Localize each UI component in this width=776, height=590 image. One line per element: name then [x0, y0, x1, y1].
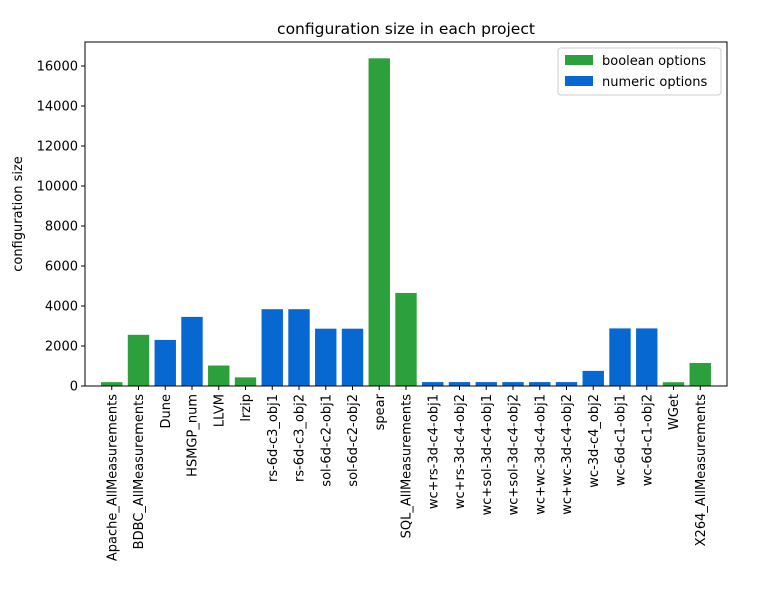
- x-tick-label: LLVM: [212, 394, 227, 427]
- bar-Dune: [154, 339, 176, 386]
- bar-wc-3d-c4_obj2: [582, 370, 604, 386]
- bars-group: [101, 58, 711, 386]
- legend-label: boolean options: [602, 54, 706, 69]
- y-tick-label: 14000: [37, 100, 78, 115]
- x-tick-label: wc+rs-3d-c4-obj2: [453, 394, 468, 509]
- x-tick-label: Apache_AllMeasurements: [105, 394, 120, 561]
- bar-Apache_AllMeasurements: [101, 382, 123, 386]
- bar-wc+rs-3d-c4-obj2: [448, 382, 471, 386]
- bar-LLVM: [208, 365, 230, 386]
- bar-rs-6d-c3_obj2: [288, 309, 310, 386]
- bar-BDBC_AllMeasurements: [127, 334, 150, 386]
- bar-wc-6d-c1-obj2: [636, 328, 658, 386]
- x-tick-label: rs-6d-c3_obj1: [266, 394, 281, 482]
- legend-swatch: [565, 76, 593, 86]
- x-tick-label: BDBC_AllMeasurements: [132, 394, 147, 550]
- y-tick-label: 0: [70, 380, 78, 395]
- chart-title: configuration size in each project: [277, 20, 535, 38]
- bar-wc+wc-3d-c4-obj1: [529, 382, 551, 386]
- legend-swatch: [565, 55, 593, 65]
- plot-area-frame: [84, 41, 728, 387]
- legend-label: numeric options: [602, 75, 707, 90]
- bar-wc+wc-3d-c4-obj2: [555, 382, 578, 386]
- bar-rs-6d-c3_obj1: [261, 309, 283, 386]
- bar-HSMGP_num: [181, 316, 203, 386]
- x-tick-label: Dune: [159, 394, 174, 429]
- legend-box: [557, 47, 722, 96]
- x-tick-label: wc+rs-3d-c4-obj1: [426, 394, 441, 509]
- y-tick-label: 10000: [37, 180, 78, 195]
- bar-wc+sol-3d-c4-obj1: [475, 382, 497, 386]
- bar-sol-6d-c2-obj1: [315, 328, 337, 386]
- x-tick-label: wc-3d-c4_obj2: [587, 394, 602, 488]
- bar-WGet: [662, 382, 685, 386]
- x-tick-label: wc+sol-3d-c4-obj1: [480, 394, 495, 515]
- y-tick-label: 2000: [45, 340, 78, 355]
- x-tick-label: rs-6d-c3_obj2: [293, 394, 308, 482]
- y-axis-label: configuration size: [11, 156, 26, 272]
- x-tick-label: SQL_AllMeasurements: [400, 394, 415, 539]
- bar-spear: [368, 58, 390, 386]
- x-tick-label: wc+wc-3d-c4-obj2: [560, 394, 575, 515]
- x-tick-label: wc-6d-c1-obj1: [614, 394, 629, 486]
- x-tick-label: spear: [373, 393, 388, 430]
- legend: boolean options numeric options: [557, 47, 722, 96]
- bar-SQL_AllMeasurements: [395, 292, 417, 386]
- x-tick-label: X264_AllMeasurements: [694, 394, 709, 547]
- bar-X264_AllMeasurements: [689, 362, 711, 386]
- x-tick-label: WGet: [667, 394, 682, 430]
- bar-wc+rs-3d-c4-obj1: [422, 382, 444, 386]
- y-tick-label: 6000: [45, 260, 78, 275]
- y-tick-label: 16000: [37, 60, 78, 75]
- y-tick-label: 12000: [37, 140, 78, 155]
- x-tick-label: HSMGP_num: [186, 394, 201, 477]
- x-tick-label: lrzip: [239, 394, 254, 422]
- y-axis-ticks: 0 2000 4000 6000 8000 10000 12000 14000 16000: [37, 60, 85, 395]
- bar-wc-6d-c1-obj1: [609, 328, 631, 386]
- y-tick-label: 8000: [45, 220, 78, 235]
- bar-sol-6d-c2-obj2: [341, 328, 364, 386]
- x-tick-label: wc-6d-c1-obj2: [640, 394, 655, 486]
- bar-lrzip: [234, 377, 257, 386]
- x-tick-label: sol-6d-c2-obj1: [319, 394, 334, 487]
- bar-wc+sol-3d-c4-obj2: [502, 382, 524, 386]
- x-tick-label: sol-6d-c2-obj2: [346, 394, 361, 487]
- x-tick-label: wc+sol-3d-c4-obj2: [507, 394, 522, 515]
- x-axis-ticks: Apache_AllMeasurements BDBC_AllMeasuremen…: [105, 386, 709, 561]
- y-tick-label: 4000: [45, 300, 78, 315]
- x-tick-label: wc+wc-3d-c4-obj1: [533, 394, 548, 515]
